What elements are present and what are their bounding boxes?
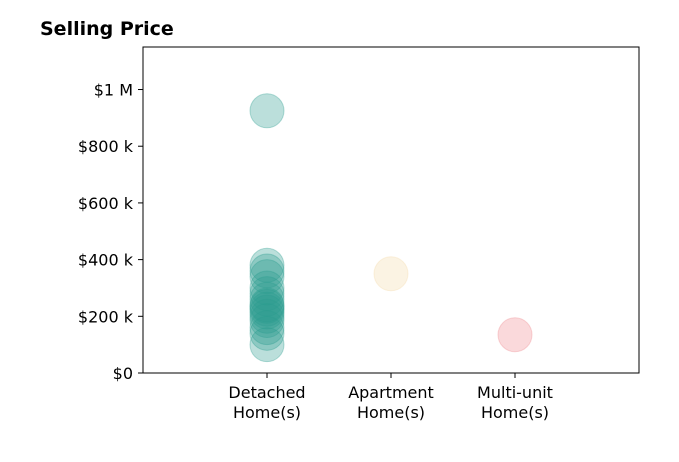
data-point <box>249 303 285 339</box>
y-tick-label: $800 k <box>78 137 134 156</box>
y-tick-label: $400 k <box>78 251 134 270</box>
y-tick-label: $600 k <box>78 194 134 213</box>
y-axis: $0 $200 k $400 k $600 k $800 k $1 M <box>78 81 143 383</box>
data-point <box>249 93 285 129</box>
x-tick-label: Detached Home(s) <box>228 383 305 422</box>
y-tick-label: $200 k <box>78 307 134 326</box>
y-tick-label: $0 <box>113 364 133 383</box>
x-axis: Detached Home(s) Apartment Home(s) Multi-uni… <box>228 373 553 422</box>
data-point <box>249 253 285 289</box>
x-tick-label: Multi-unit Home(s) <box>477 383 553 422</box>
data-point <box>249 315 285 351</box>
data-point <box>249 288 285 324</box>
y-tick-label: $1 M <box>94 81 133 100</box>
data-point <box>249 259 285 295</box>
data-point <box>249 247 285 283</box>
data-point <box>249 270 285 306</box>
data-point <box>249 310 285 346</box>
data-point <box>497 317 533 353</box>
data-point <box>249 281 285 317</box>
plot-frame <box>142 46 640 374</box>
data-point <box>249 287 285 323</box>
data-point <box>249 276 285 312</box>
data-point <box>249 291 285 327</box>
data-points <box>249 93 533 363</box>
data-point <box>249 294 285 330</box>
data-point <box>249 298 285 334</box>
chart-title: Selling Price <box>40 18 174 40</box>
data-point <box>249 327 285 363</box>
x-tick-label: Apartment Home(s) <box>348 383 434 422</box>
data-point <box>373 256 409 292</box>
